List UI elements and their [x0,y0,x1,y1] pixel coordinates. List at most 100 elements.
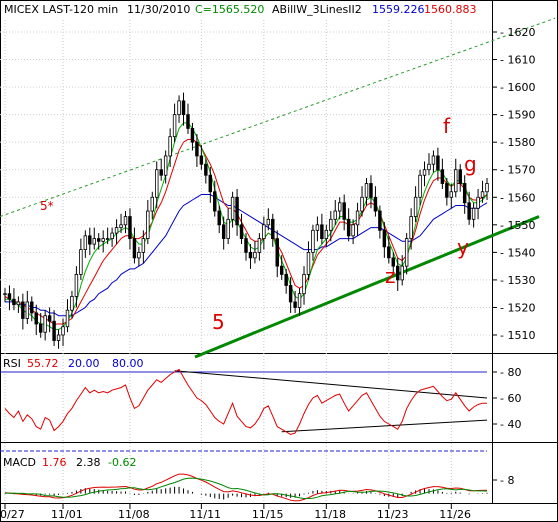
candle-body [378,210,382,231]
candle-body [306,251,311,275]
x-tick-label: 11/18 [314,508,346,521]
y-tick-label: - 1540 [500,246,535,259]
y-tick-label: - 1590 [500,109,535,122]
y-tick-label: - 1550 [500,219,535,232]
candle-body [467,202,471,220]
candle-body [427,163,431,171]
indicator-value-1: 1559.226 [372,3,425,16]
candle-body [342,202,346,220]
x-tick-label: 10/27 [0,508,25,521]
candle-body [226,218,230,239]
candle-body [311,229,315,253]
rsi-line [4,368,487,435]
x-tick-label: 11/26 [439,508,471,521]
rsi-level-high: 80.00 [112,357,144,370]
candle-body [105,238,110,240]
x-tick-label: 11/15 [252,508,284,521]
candle-body [476,196,480,209]
candle-body [391,257,396,267]
candle-body [146,210,150,239]
candle-body [382,229,387,248]
candle-body [83,235,88,251]
candle-body [217,210,221,226]
annotation-y: y [457,235,469,259]
rsi-value: 55.72 [27,357,59,370]
candle-body [364,183,369,198]
rsi-lower-trendline [281,419,488,433]
candle-body [137,251,141,259]
channel-trendline [0,17,556,218]
candle-body [114,227,119,234]
candle-body [163,155,168,176]
y-tick-label: - 1610 [500,54,535,67]
rsi-panel: - 40 - 60 - 80 [0,366,521,435]
y-tick-label: - 1580 [500,136,535,149]
x-tick-label: 11/23 [377,508,409,521]
macd-y-tick-label: - 8 [500,474,514,487]
annotation-z: z [385,264,396,288]
candle-body [52,320,56,341]
x-tick-label: 11/08 [118,508,150,521]
y-tick-label: - 1600 [500,81,535,94]
candle-body [235,196,239,226]
macd-value: 1.76 [42,456,67,469]
candle-body [181,100,186,116]
candle-body [462,183,467,204]
symbol-label: MICEX LAST-120 min [4,3,118,16]
candle-body [159,169,163,176]
candle-body [155,169,159,198]
price-candles [3,92,489,349]
candle-body [150,196,155,212]
candle-body [404,238,409,267]
y-tick-label: - 1530 [500,274,535,287]
candle-body [30,301,34,314]
candle-body [297,293,302,308]
candle-body [172,114,177,138]
annotation-g: g [464,152,477,176]
candle-body [132,238,137,259]
candle-body [208,174,213,193]
candle-body [74,273,79,297]
candle-body [302,273,306,295]
y-tick-label: - 1560 [500,191,535,204]
candle-body [279,265,284,275]
candle-body [204,163,208,176]
candle-body [436,155,440,171]
candle-body [288,285,293,303]
macd-hist-value: -0.62 [108,456,136,469]
candle-body [38,323,43,333]
candle-body [79,249,83,275]
axis-ticks: 10/27 11/01 11/08 11/11 11/15 11/18 11/23 11/26… [0,26,535,521]
annotation-5: 5 [212,310,225,334]
candle-body [440,169,445,184]
annotation-f: f [443,114,451,138]
candle-body [471,207,476,220]
candle-body [88,235,92,245]
macd-title: MACD [3,456,36,469]
candle-body [324,229,329,239]
candle-body [480,191,485,198]
candle-body [337,202,342,212]
candle-body [25,301,30,319]
candle-body [195,141,199,157]
candle-body [230,196,235,220]
candle-body [186,114,190,129]
candle-body [101,238,105,242]
candle-body [275,238,279,267]
candle-body [34,312,38,325]
candle-body [293,301,297,308]
candle-body [92,238,96,245]
candle-body [271,218,275,239]
x-tick-label: 11/11 [189,508,221,521]
candle-body [369,183,373,198]
candle-body [177,100,181,116]
x-tick-label: 11/01 [51,508,83,521]
candle-body [355,210,360,226]
candle-body [3,293,7,296]
candle-body [449,191,454,198]
candle-body [110,232,114,239]
candle-body [119,224,123,228]
candle-body [12,298,16,306]
